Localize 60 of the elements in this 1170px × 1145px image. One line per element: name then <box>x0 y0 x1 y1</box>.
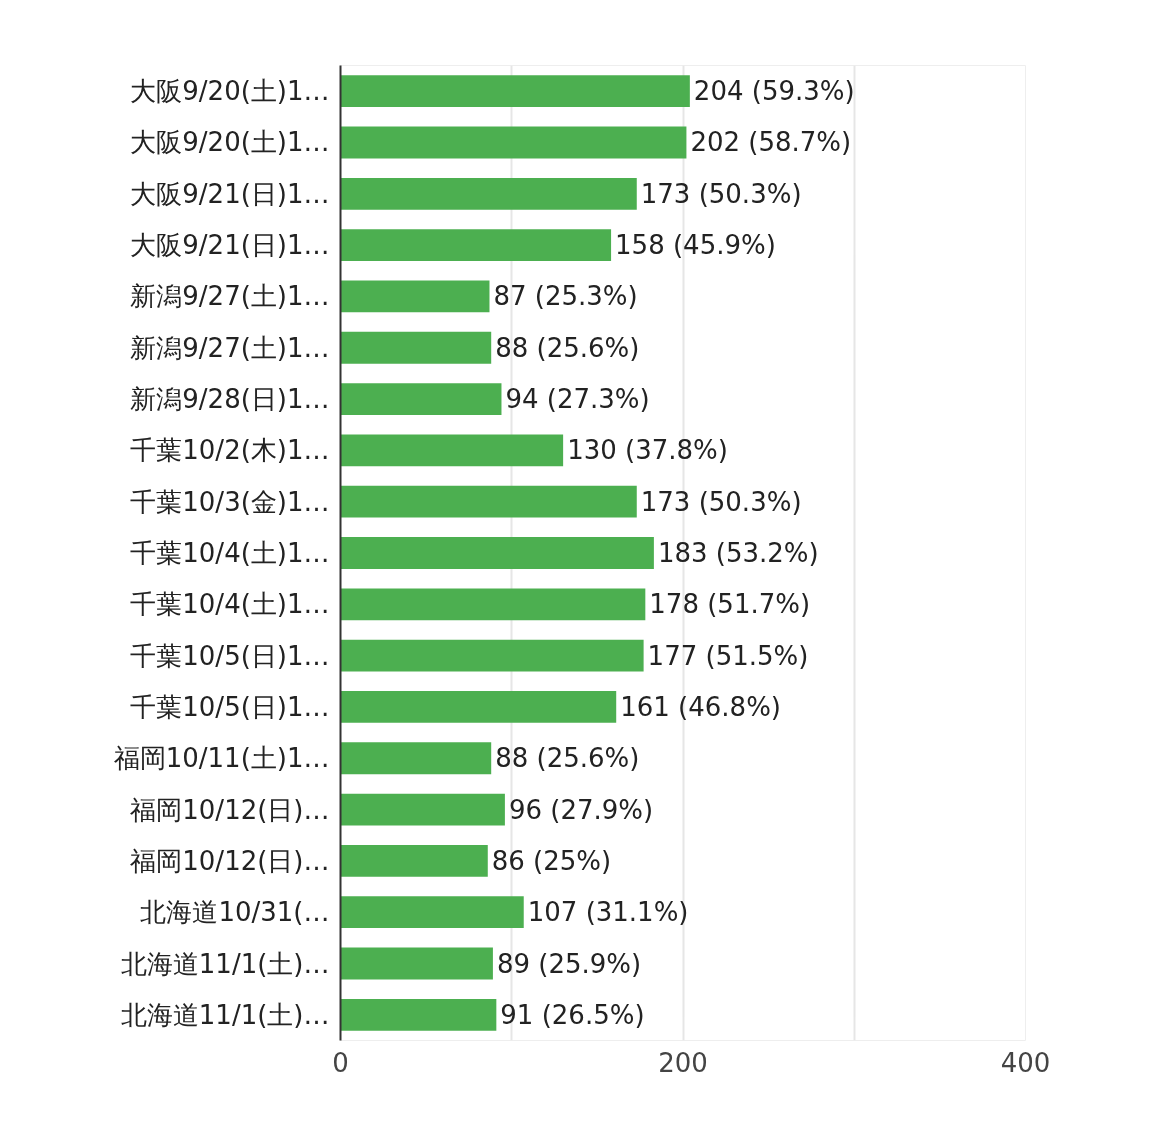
y-tick-label: 新潟9/27(土)1… <box>130 332 330 363</box>
bar <box>340 742 492 775</box>
bar <box>340 588 646 621</box>
y-tick-label: 千葉10/2(木)1… <box>130 435 330 466</box>
data-label: 178 (51.7%) <box>649 589 811 620</box>
y-tick-label: 千葉10/4(土)1… <box>130 589 330 620</box>
y-tick-label: 大阪9/20(土)1… <box>130 127 330 158</box>
bar <box>340 691 617 723</box>
y-tick-label: 千葉10/4(土)1… <box>130 538 330 568</box>
data-label: 204 (59.3%) <box>693 76 855 107</box>
y-tick-label: 北海道10/31(… <box>140 897 330 928</box>
bar <box>340 793 505 826</box>
y-tick-label: 新潟9/27(土)1… <box>130 281 330 312</box>
data-label: 88 (25.6%) <box>495 743 640 774</box>
bar <box>340 485 637 518</box>
data-label: 161 (46.8%) <box>620 691 781 722</box>
bar <box>340 383 502 415</box>
data-label: 94 (27.3%) <box>505 384 650 415</box>
y-tick-label: 千葉10/3(金)1… <box>130 486 330 517</box>
bar <box>340 537 654 569</box>
x-tick-label: 400 <box>1000 1047 1051 1078</box>
bar <box>340 947 493 980</box>
data-label: 202 (58.7%) <box>690 127 852 158</box>
x-tick-label: 0 <box>332 1047 349 1078</box>
data-label: 130 (37.8%) <box>567 435 728 466</box>
bar <box>340 75 690 108</box>
bar <box>340 896 524 929</box>
y-tick-label: 大阪9/21(日)1… <box>130 178 330 209</box>
data-label: 107 (31.1%) <box>527 897 689 928</box>
data-label: 173 (50.3%) <box>640 486 802 517</box>
bar <box>340 177 637 210</box>
data-label: 183 (53.2%) <box>657 538 819 568</box>
bar <box>340 331 492 364</box>
bar <box>340 998 497 1031</box>
data-label: 173 (50.3%) <box>640 178 802 209</box>
y-tick-label: 大阪9/20(土)1… <box>130 76 330 107</box>
data-label: 91 (26.5%) <box>500 999 645 1030</box>
bar <box>340 639 644 672</box>
y-tick-label: 新潟9/28(日)1… <box>130 384 330 415</box>
data-label: 86 (25%) <box>491 845 612 876</box>
bar <box>340 844 488 877</box>
y-tick-label: 千葉10/5(日)1… <box>130 691 330 722</box>
data-label: 177 (51.5%) <box>647 640 809 671</box>
y-tick-label: 北海道11/1(土)… <box>120 999 330 1030</box>
y-tick-label: 福岡10/11(土)1… <box>113 743 330 774</box>
bar <box>340 126 687 159</box>
bar <box>340 229 612 262</box>
data-label: 158 (45.9%) <box>615 230 776 261</box>
bar <box>340 280 490 313</box>
data-label: 87 (25.3%) <box>493 281 638 312</box>
y-tick-label: 千葉10/5(日)1… <box>130 640 330 671</box>
x-tick-label: 200 <box>658 1047 708 1078</box>
y-tick-label: 福岡10/12(日)… <box>130 794 330 825</box>
y-tick-label: 北海道11/1(土)… <box>120 948 330 979</box>
y-tick-label: 大阪9/21(日)1… <box>130 230 330 261</box>
data-label: 88 (25.6%) <box>495 332 640 363</box>
data-label: 96 (27.9%) <box>508 794 654 825</box>
bar <box>340 434 564 467</box>
data-label: 89 (25.9%) <box>496 948 642 979</box>
y-tick-label: 福岡10/12(日)… <box>130 845 330 876</box>
